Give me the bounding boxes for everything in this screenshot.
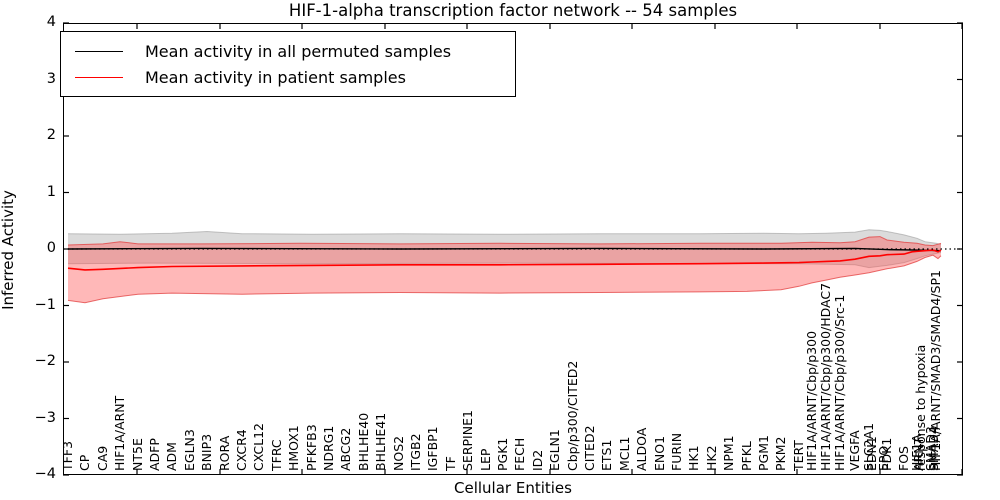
y-tick-label: 1 bbox=[46, 183, 56, 200]
y-tick-label: 3 bbox=[46, 70, 56, 87]
x-tick-label: CA9 bbox=[95, 445, 110, 471]
legend-label-patient: Mean activity in patient samples bbox=[145, 67, 406, 87]
patient-confidence-band-lower-edge bbox=[67, 254, 942, 304]
x-tick-label: ADM bbox=[164, 442, 179, 471]
x-tick-label: PGM1 bbox=[756, 435, 771, 471]
y-tick-label: 0 bbox=[46, 240, 56, 256]
x-tick-label: TFRC bbox=[269, 439, 284, 471]
x-tick-label: NPM1 bbox=[721, 435, 736, 471]
y-tick-label: 4 bbox=[46, 14, 56, 30]
x-tick-label: HIF1A/ARNT/Cbp/p300/HDAC7 bbox=[818, 282, 833, 471]
x-tick-label: HK2 bbox=[704, 445, 719, 471]
x-tick-label: BHLHE40 bbox=[356, 412, 371, 471]
x-tick-label: CXCR4 bbox=[234, 429, 249, 471]
x-tick-label: HIF1A/ARNT/Cbp/p300/Src-1 bbox=[832, 294, 847, 471]
x-tick-label: ALDOA bbox=[634, 427, 649, 471]
patient-confidence-band-fill bbox=[68, 236, 941, 303]
x-tick-label: EGLN3 bbox=[182, 429, 197, 471]
x-tick-label: ADFP bbox=[147, 438, 162, 471]
legend-line-patient bbox=[75, 76, 123, 78]
y-tick-label: 2 bbox=[46, 127, 56, 143]
x-tick-label: HIF1A/ARNT bbox=[112, 395, 127, 471]
x-tick-label: RORA bbox=[217, 435, 232, 471]
x-tick-label: CP bbox=[77, 454, 92, 471]
y-tick-label: −2 bbox=[34, 353, 56, 369]
x-tick-label: NT5E bbox=[130, 438, 145, 471]
x-tick-label: VEGFA bbox=[847, 430, 862, 471]
legend-entry-permuted: Mean activity in all permuted samples bbox=[75, 42, 515, 61]
x-axis-label: Cellular Entities bbox=[454, 479, 572, 497]
x-tick-label: PFKFB3 bbox=[304, 424, 319, 471]
x-tick-label: TF bbox=[443, 456, 458, 471]
x-tick-label: ETS1 bbox=[599, 439, 614, 471]
x-tick-label: PGK1 bbox=[495, 437, 510, 471]
x-tick-label: SERPINE1 bbox=[460, 410, 475, 471]
x-tick-label: CXCL12 bbox=[251, 423, 266, 471]
legend-entry-patient: Mean activity in patient samples bbox=[75, 68, 515, 87]
y-tick-label: −1 bbox=[34, 296, 56, 313]
x-tick-label: Cbp/p300/CITED2 bbox=[565, 360, 580, 471]
x-tick-label: IGFBP1 bbox=[425, 426, 440, 471]
y-tick-label: −4 bbox=[34, 466, 56, 482]
x-tick-label: PFKL bbox=[739, 441, 754, 471]
x-tick-label: TFF3 bbox=[60, 441, 75, 471]
x-tick-label: ABCG2 bbox=[338, 427, 353, 471]
x-tick-label: HMOX1 bbox=[286, 425, 301, 471]
x-tick-label: HK1 bbox=[686, 445, 701, 471]
x-tick-label: ID2 bbox=[530, 449, 545, 471]
chart-title: HIF-1-alpha transcription factor network… bbox=[288, 1, 738, 20]
permuted-confidence-band-lower-edge bbox=[67, 251, 942, 269]
x-tick-label: HIF1A/ARNT/Cbp/p300 bbox=[804, 330, 819, 471]
y-tick-label: −3 bbox=[34, 409, 56, 426]
x-tick-label: EGLN1 bbox=[547, 429, 562, 471]
x-tick-label: FECH bbox=[512, 437, 527, 471]
x-tick-label: CITED2 bbox=[582, 425, 597, 471]
x-tick-label: HIF1A/ARNT/SMAD3/SMAD4/SP1 bbox=[928, 270, 943, 471]
x-tick-label: NOS2 bbox=[391, 435, 406, 471]
x-tick-label: NDRG1 bbox=[321, 425, 336, 471]
x-tick-label: BNIP3 bbox=[199, 433, 214, 471]
permuted-confidence-band-upper-edge bbox=[67, 229, 942, 245]
legend-label-permuted: Mean activity in all permuted samples bbox=[145, 41, 452, 61]
x-tick-label: PDK1 bbox=[879, 437, 894, 471]
x-tick-label: LEP bbox=[478, 448, 493, 471]
x-tick-label: ENO1 bbox=[652, 435, 667, 471]
x-tick-label: FURIN bbox=[669, 432, 684, 471]
x-tick-label: PKM2 bbox=[773, 436, 788, 471]
mean-line-patient bbox=[67, 249, 942, 271]
x-tick-label: MCL1 bbox=[617, 436, 632, 471]
x-tick-label: ITGB2 bbox=[408, 433, 423, 471]
patient-confidence-band-upper-edge bbox=[67, 236, 942, 247]
legend-box: Mean activity in all permuted samples Me… bbox=[60, 31, 516, 97]
x-tick-label: BHLHE41 bbox=[373, 412, 388, 471]
legend-line-permuted bbox=[75, 50, 123, 52]
